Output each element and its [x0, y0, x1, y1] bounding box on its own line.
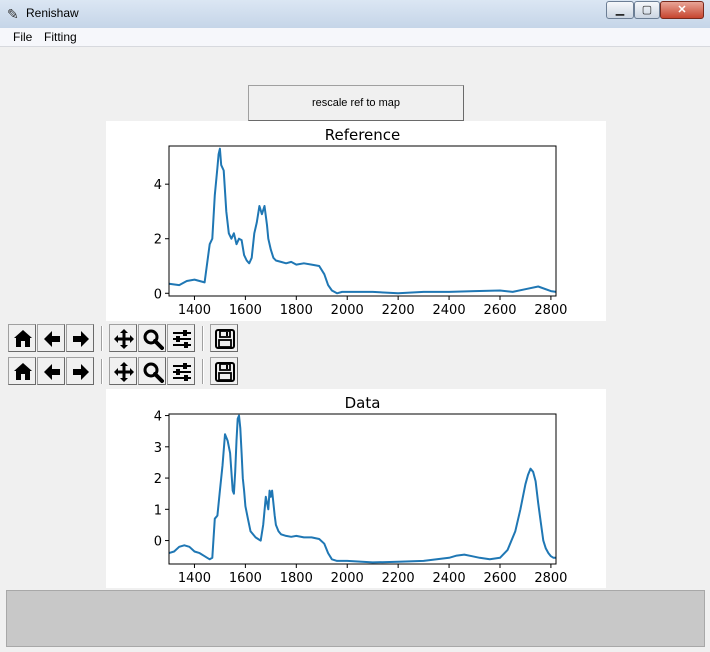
reference-x-tick-label: 2000 — [331, 303, 364, 318]
feather-icon: ✎ — [7, 6, 19, 22]
save-button[interactable] — [210, 324, 238, 352]
data-series-line — [168, 414, 556, 564]
data-x-tick-label: 2600 — [483, 571, 516, 586]
reference-x-tick-label: 2600 — [483, 303, 516, 318]
data-x-tick-label: 2000 — [331, 571, 364, 586]
reference-x-tick-label: 1800 — [280, 303, 313, 318]
zoom-icon — [143, 329, 164, 350]
title-bar: ✎ Renishaw ▁ ▢ ✕ — [0, 0, 710, 29]
forward-arrow-button[interactable] — [66, 357, 94, 385]
data-chart-svg: Data 1400 1600 1800 2000 2200 2400 2600 2800 0 1 2 3… — [154, 394, 568, 586]
data-y-tick-label: 1 — [154, 503, 162, 518]
data-y-tick-label: 0 — [154, 535, 162, 550]
data-plot[interactable]: Data 1400 1600 1800 2000 2200 2400 2600 2800 0 1 2 3… — [106, 389, 606, 588]
save-button[interactable] — [210, 357, 238, 385]
menu-fitting[interactable]: Fitting — [44, 30, 77, 44]
close-button[interactable]: ✕ — [660, 1, 704, 19]
save-icon — [215, 362, 235, 382]
home-icon — [14, 363, 32, 380]
menu-bar: File Fitting — [0, 28, 710, 47]
forward-arrow-icon — [73, 331, 89, 347]
data-y-tick-label: 2 — [154, 472, 162, 487]
zoom-icon — [143, 362, 164, 383]
pan-icon — [114, 329, 134, 349]
reference-axes-frame — [168, 145, 557, 297]
reference-series-line — [168, 147, 557, 295]
reference-x-tick-label: 2200 — [382, 303, 415, 318]
maximize-button[interactable]: ▢ — [634, 1, 660, 19]
zoom-button[interactable] — [138, 357, 166, 385]
data-x-tick-label: 2200 — [382, 571, 415, 586]
toolbar-separator — [101, 326, 103, 351]
reference-plot-toolbar — [8, 324, 248, 354]
reference-chart-title: Reference — [325, 126, 401, 144]
forward-arrow-button[interactable] — [66, 324, 94, 352]
reference-x-tick-label: 2800 — [534, 303, 567, 318]
forward-arrow-icon — [73, 364, 89, 380]
reference-y-tick-label: 4 — [154, 178, 162, 193]
home-button[interactable] — [8, 357, 36, 385]
rescale-ref-to-map-button[interactable]: rescale ref to map — [248, 85, 464, 121]
back-arrow-button[interactable] — [37, 357, 65, 385]
home-button[interactable] — [8, 324, 36, 352]
reference-chart-svg: Reference 1400 1600 1800 2000 2200 2400 2600 280… — [154, 126, 568, 318]
data-x-tick-label: 2800 — [534, 571, 567, 586]
reference-x-tick-label: 2400 — [433, 303, 466, 318]
zoom-button[interactable] — [138, 324, 166, 352]
back-arrow-button[interactable] — [37, 324, 65, 352]
back-arrow-icon — [44, 331, 60, 347]
toolbar-separator — [101, 359, 103, 384]
toolbar-separator — [202, 326, 204, 351]
menu-file[interactable]: File — [13, 30, 33, 44]
data-plot-toolbar — [8, 357, 248, 387]
home-icon — [14, 330, 32, 347]
window-title: Renishaw — [26, 6, 79, 20]
reference-y-tick-label: 2 — [154, 233, 162, 248]
configure-subplots-icon — [173, 363, 191, 381]
minimize-button[interactable]: ▁ — [606, 1, 634, 19]
data-chart-title: Data — [345, 394, 381, 412]
pan-button[interactable] — [109, 357, 137, 385]
data-y-tick-label: 3 — [154, 441, 162, 456]
data-axes-frame — [168, 413, 557, 565]
reference-y-tick-label: 0 — [154, 287, 162, 302]
configure-subplots-button[interactable] — [167, 324, 195, 352]
configure-subplots-button[interactable] — [167, 357, 195, 385]
data-x-tick-label: 1600 — [229, 571, 262, 586]
configure-subplots-icon — [173, 330, 191, 348]
pan-icon — [114, 362, 134, 382]
reference-x-tick-label: 1600 — [229, 303, 262, 318]
save-icon — [215, 329, 235, 349]
back-arrow-icon — [44, 364, 60, 380]
data-x-tick-label: 1400 — [178, 571, 211, 586]
data-y-tick-label: 4 — [154, 410, 162, 425]
data-x-tick-label: 2400 — [433, 571, 466, 586]
status-bar — [6, 590, 705, 647]
toolbar-separator — [202, 359, 204, 384]
data-x-tick-label: 1800 — [280, 571, 313, 586]
pan-button[interactable] — [109, 324, 137, 352]
reference-x-tick-label: 1400 — [178, 303, 211, 318]
reference-plot[interactable]: Reference 1400 1600 1800 2000 2200 2400 2600 280… — [106, 121, 606, 321]
